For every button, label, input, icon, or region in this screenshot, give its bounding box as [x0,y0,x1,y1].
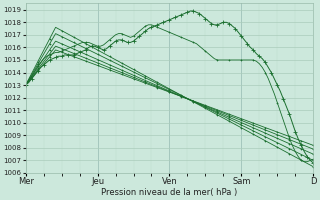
X-axis label: Pression niveau de la mer( hPa ): Pression niveau de la mer( hPa ) [101,188,237,197]
